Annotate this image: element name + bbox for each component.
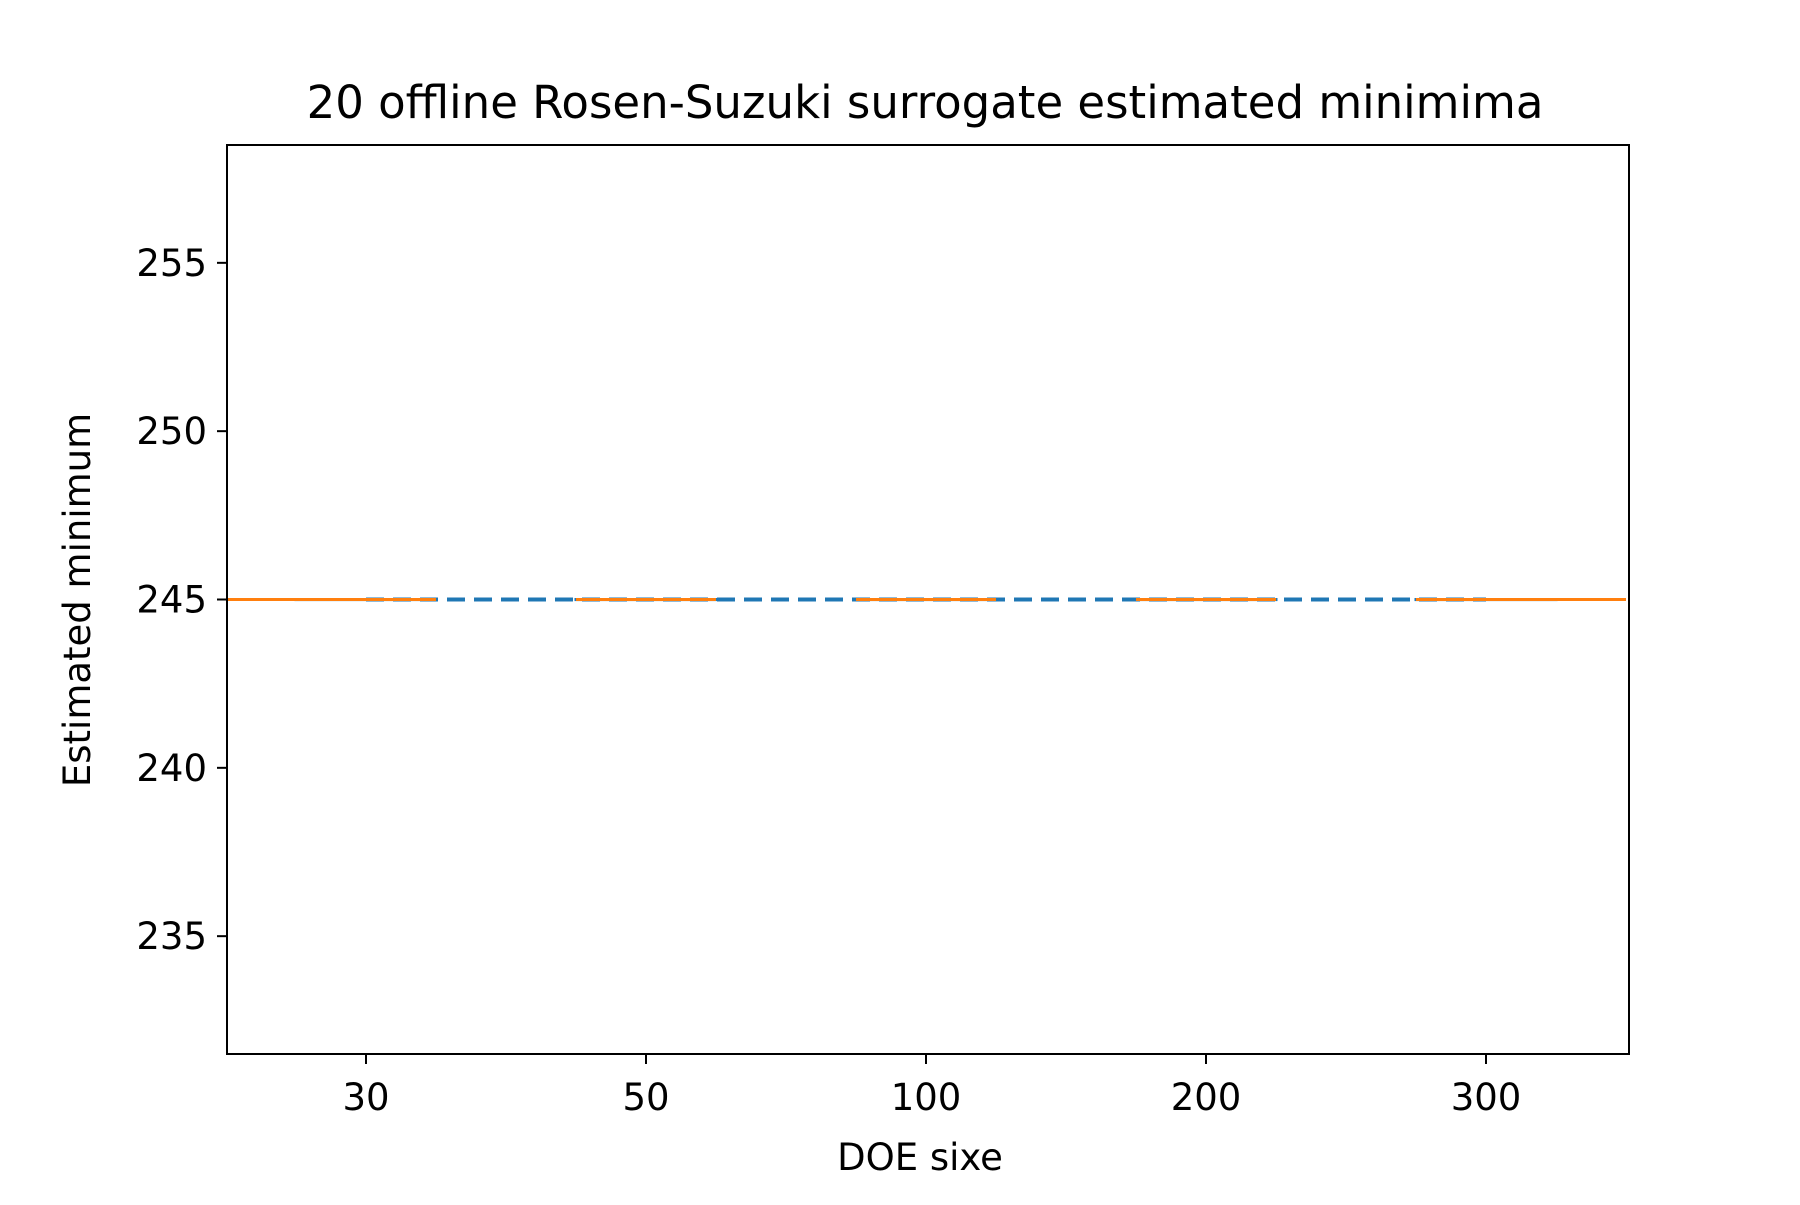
chart-title: 20 offline Rosen-Suzuki surrogate estima… (307, 76, 1544, 129)
y-tick-label: 255 (136, 242, 207, 285)
x-tick-label: 100 (891, 1076, 962, 1119)
y-tick-label: 250 (136, 410, 207, 453)
y-tick-label: 240 (136, 747, 207, 790)
y-axis: 235 240 245 250 255 (136, 242, 227, 958)
y-tick-label: 245 (136, 579, 207, 622)
x-tick-label: 200 (1171, 1076, 1242, 1119)
x-axis-label: DOE sixe (837, 1136, 1003, 1179)
x-tick-label: 50 (622, 1076, 669, 1119)
y-tick-label: 235 (136, 915, 207, 958)
x-tick-label: 300 (1451, 1076, 1522, 1119)
x-tick-label: 30 (342, 1076, 389, 1119)
x-axis: 30 50 100 200 300 (342, 1054, 1521, 1119)
y-axis-label: Estimated minimum (56, 413, 99, 787)
